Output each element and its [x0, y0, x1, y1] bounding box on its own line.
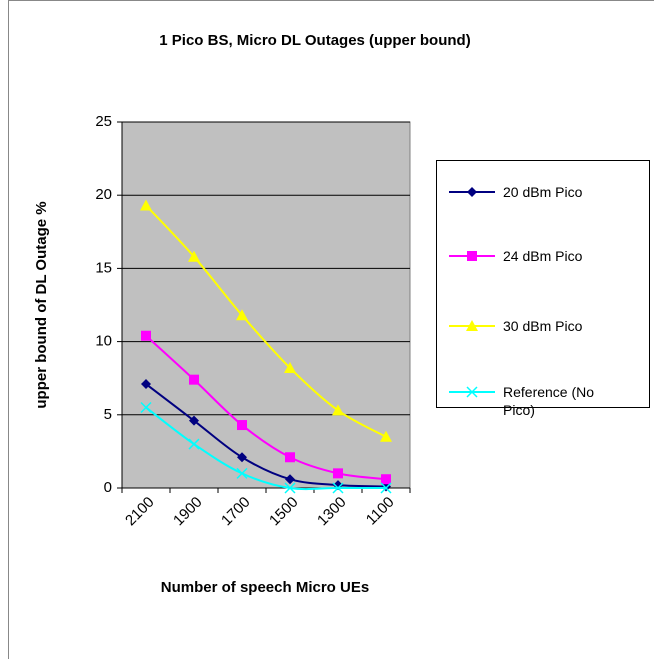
marker — [467, 187, 477, 197]
legend-label: 24 dBm Pico — [503, 248, 583, 264]
x-tick-label: 2100 — [122, 494, 158, 530]
marker — [380, 482, 392, 494]
chart-border — [8, 0, 654, 659]
marker — [236, 309, 248, 321]
marker — [285, 452, 295, 463]
x-tick-label: 1900 — [170, 494, 206, 530]
marker — [141, 379, 151, 390]
series-line — [145, 406, 386, 491]
legend-label: Reference (No Pico) — [503, 384, 595, 418]
y-tick-label: 10 — [95, 333, 112, 350]
marker — [237, 452, 247, 463]
x-tick-label: 1700 — [218, 494, 254, 530]
legend: 20 dBm Pico 24 dBm Pico 30 dBm Pico Referen… — [436, 160, 650, 418]
legend-entry: 24 dBm Pico — [447, 247, 613, 265]
legend-swatch — [449, 251, 495, 261]
legend-entry: 30 dBm Pico — [447, 317, 613, 335]
legend-label: 20 dBm Pico — [503, 184, 583, 200]
marker — [141, 330, 151, 341]
chart-title: 1 Pico BS, Micro DL Outages (upper bound… — [159, 32, 470, 49]
marker — [189, 415, 199, 426]
legend-swatch — [449, 386, 495, 398]
marker — [284, 361, 296, 373]
y-axis-label: upper bound of DL Outage % — [33, 201, 50, 408]
y-tick-label: 25 — [95, 113, 112, 130]
y-tick-label: 20 — [95, 186, 112, 203]
y-tick-label: 15 — [95, 259, 112, 276]
marker — [333, 468, 343, 479]
legend-swatch — [449, 320, 495, 331]
marker — [466, 386, 478, 398]
marker — [466, 320, 478, 331]
x-tick-label: 1300 — [314, 494, 350, 530]
marker — [332, 404, 344, 416]
marker — [140, 401, 152, 414]
legend-entry: 20 dBm Pico — [447, 183, 613, 201]
marker — [332, 482, 344, 494]
marker — [237, 420, 247, 431]
y-tick-label: 0 — [104, 479, 112, 496]
legend-entry: Reference (No Pico) — [447, 383, 613, 419]
marker — [380, 430, 392, 442]
marker — [188, 438, 200, 450]
x-tick-label: 1500 — [266, 494, 302, 530]
marker — [467, 251, 477, 261]
legend-label: 30 dBm Pico — [503, 318, 583, 334]
marker — [140, 199, 152, 211]
marker — [188, 250, 200, 262]
y-tick-label: 5 — [104, 406, 112, 423]
marker — [284, 482, 296, 494]
marker — [285, 474, 295, 485]
legend-swatch — [449, 187, 495, 197]
x-axis-label: Number of speech Micro UEs — [161, 579, 369, 596]
plot-area — [121, 121, 411, 489]
x-tick-label: 1100 — [363, 494, 398, 529]
marker — [189, 374, 199, 385]
marker — [381, 474, 391, 485]
marker — [236, 467, 248, 479]
